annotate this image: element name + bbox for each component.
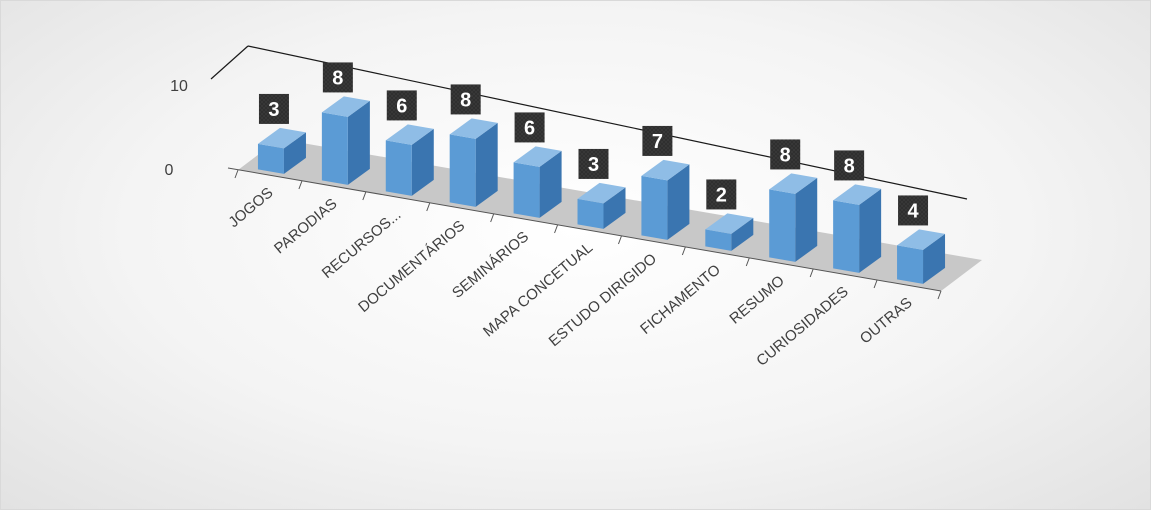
category-label: OUTRAS bbox=[857, 294, 916, 347]
x-tick bbox=[426, 202, 431, 212]
bar-top-face bbox=[513, 146, 562, 167]
bar-1 bbox=[321, 96, 370, 185]
bar-top-face bbox=[769, 173, 818, 194]
left-axis-line bbox=[210, 45, 249, 80]
x-axis-line bbox=[227, 167, 942, 292]
x-tick bbox=[937, 290, 942, 300]
data-label-box bbox=[322, 62, 353, 93]
bar-front-face bbox=[769, 189, 796, 262]
data-label: 2 bbox=[716, 184, 727, 206]
category-label: RESUMO bbox=[726, 272, 787, 327]
data-label: 8 bbox=[780, 144, 791, 166]
bar-7 bbox=[705, 213, 754, 251]
data-label-box bbox=[706, 179, 737, 210]
x-tick bbox=[745, 257, 750, 267]
bar-front-face bbox=[833, 200, 860, 273]
data-label-box bbox=[642, 125, 673, 156]
data-label-box bbox=[898, 195, 929, 226]
bar-side-face bbox=[475, 122, 498, 207]
bar-front-face bbox=[385, 140, 412, 196]
bar-side-face bbox=[859, 188, 882, 273]
y-tick-label-10: 10 bbox=[170, 78, 188, 95]
x-tick bbox=[809, 268, 814, 278]
bar-5 bbox=[577, 182, 626, 229]
bar-side-face bbox=[411, 128, 434, 196]
bar-top-face bbox=[321, 96, 370, 117]
bar-series: 3 8 6 8 6 3 7 2 8 8 4 bbox=[257, 62, 946, 284]
data-label: 8 bbox=[844, 155, 855, 177]
bar-3 bbox=[449, 118, 498, 207]
data-label-box bbox=[834, 150, 865, 181]
bar-side-face bbox=[347, 100, 370, 185]
bar-front-face bbox=[897, 245, 924, 284]
bar-4 bbox=[513, 146, 562, 218]
data-label-box bbox=[770, 139, 801, 170]
x-tick bbox=[681, 246, 686, 256]
x-tick bbox=[234, 169, 239, 179]
bar-top-face bbox=[449, 118, 498, 139]
data-label: 3 bbox=[588, 154, 599, 176]
bar-top-face bbox=[833, 184, 882, 205]
bar-side-face bbox=[795, 177, 818, 262]
bar-front-face bbox=[257, 143, 284, 174]
bar-side-face bbox=[923, 233, 946, 284]
x-axis-ticks bbox=[234, 169, 942, 300]
bar-side-face bbox=[731, 217, 754, 251]
data-label-box bbox=[450, 84, 481, 115]
data-label-box bbox=[258, 93, 289, 124]
bar-top-face bbox=[577, 182, 626, 204]
bar-top-face bbox=[257, 127, 306, 149]
bar-side-face bbox=[603, 187, 626, 229]
y-tick-label-0: 0 bbox=[165, 162, 174, 179]
bar-front-face bbox=[705, 229, 732, 251]
data-label-box bbox=[386, 90, 417, 121]
category-label: PARODIAS bbox=[271, 195, 340, 257]
data-label: 4 bbox=[907, 200, 919, 222]
x-tick bbox=[490, 213, 495, 223]
bar-2 bbox=[385, 124, 434, 196]
bar-10 bbox=[897, 229, 946, 284]
x-tick bbox=[554, 224, 559, 234]
bar-top-face bbox=[897, 229, 946, 250]
bar-8 bbox=[769, 173, 818, 262]
x-tick bbox=[617, 235, 622, 245]
bar-front-face bbox=[449, 134, 476, 207]
data-label: 8 bbox=[460, 89, 471, 111]
data-label: 7 bbox=[652, 131, 663, 153]
data-label: 6 bbox=[524, 117, 535, 139]
bar-front-face bbox=[321, 112, 348, 185]
bar-side-face bbox=[283, 132, 306, 174]
data-label: 6 bbox=[396, 95, 407, 117]
bar-front-face bbox=[513, 162, 540, 218]
data-label-box bbox=[514, 112, 545, 143]
bar-6 bbox=[641, 159, 690, 240]
data-label: 3 bbox=[268, 99, 279, 121]
bar-top-face bbox=[385, 124, 434, 145]
x-tick bbox=[362, 191, 367, 201]
bar-front-face bbox=[641, 175, 668, 240]
data-label: 8 bbox=[332, 67, 343, 89]
category-label: RECURSOS... bbox=[319, 206, 405, 282]
category-label: FICHAMENTO bbox=[637, 261, 724, 338]
bar-top-face bbox=[705, 213, 754, 234]
data-label-box bbox=[578, 148, 609, 179]
bar-top-face bbox=[641, 159, 690, 181]
bar-front-face bbox=[577, 198, 604, 229]
x-tick bbox=[298, 180, 303, 190]
bar-0 bbox=[257, 127, 306, 174]
category-label: SEMINÁRIOS bbox=[449, 228, 532, 302]
bar-side-face bbox=[667, 164, 690, 240]
category-label: JOGOS bbox=[225, 184, 276, 231]
x-tick bbox=[873, 279, 878, 289]
bar-9 bbox=[833, 184, 882, 273]
bar-side-face bbox=[539, 150, 562, 218]
